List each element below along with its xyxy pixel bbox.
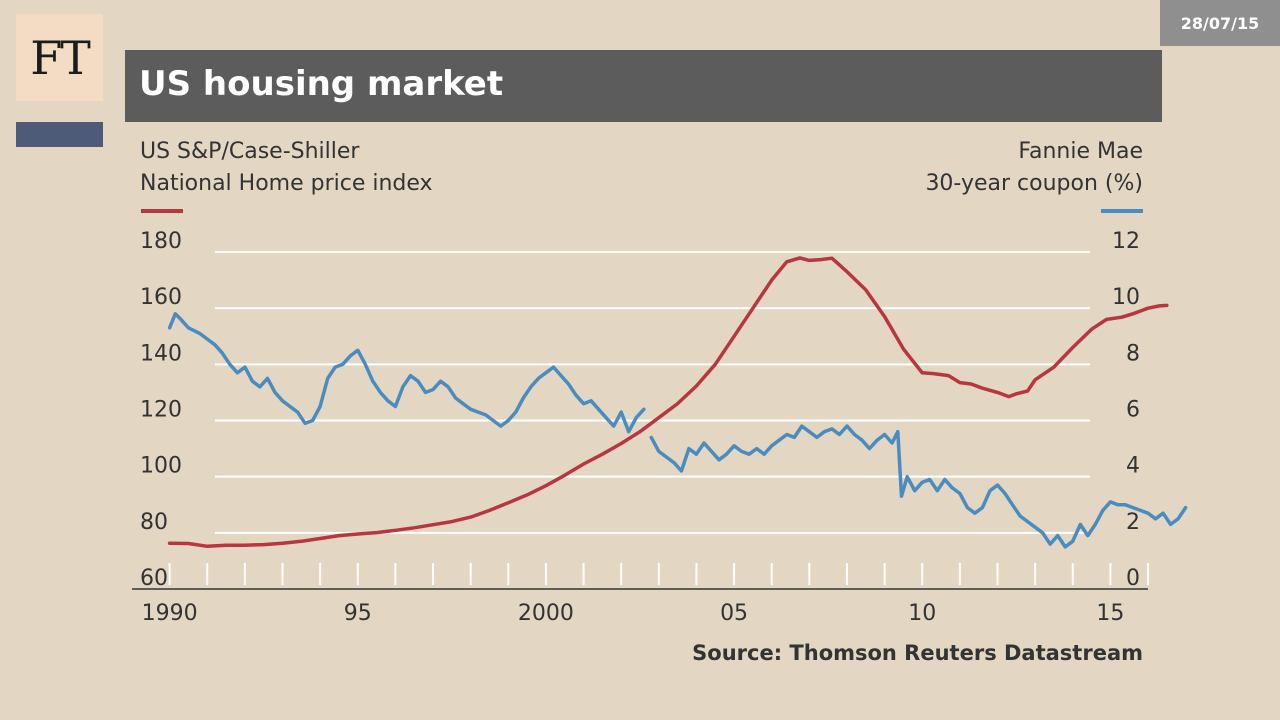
series-line-fannie-mae-coupon [167, 312, 646, 434]
title-bar: US housing market [125, 50, 1162, 122]
x-tick-label: 05 [720, 601, 748, 626]
legend-swatch-coupon [1101, 209, 1143, 213]
right-axis-label-line-2: 30-year coupon (%) [925, 171, 1143, 196]
series-line-home-price-index [167, 256, 1169, 549]
right-tick-label: 6 [1126, 398, 1140, 423]
right-tick-label: 0 [1126, 566, 1140, 591]
ft-logo: FT [16, 14, 103, 101]
left-axis-label: US S&P/Case-Shiller National Home price … [140, 136, 433, 200]
right-tick-label: 4 [1126, 454, 1140, 479]
x-tick-label: 10 [908, 601, 936, 626]
ft-logo-text: FT [30, 30, 91, 85]
left-tick-label: 160 [140, 285, 182, 310]
left-axis-label-line-2: National Home price index [140, 171, 433, 196]
chart-title: US housing market [139, 64, 504, 104]
left-tick-label: 120 [140, 398, 182, 423]
right-tick-label: 10 [1112, 285, 1140, 310]
legend-swatch-home-price [141, 209, 183, 213]
left-tick-label: 180 [140, 229, 182, 254]
date-tag: 28/07/15 [1160, 0, 1280, 46]
left-tick-label: 80 [140, 510, 168, 535]
right-tick-label: 2 [1126, 510, 1140, 535]
x-tick-label: 95 [344, 601, 372, 626]
series-line-fannie-mae-coupon [649, 424, 1188, 549]
right-axis-label-line-1: Fannie Mae [1018, 139, 1143, 164]
left-tick-label: 100 [140, 454, 182, 479]
source-note: Source: Thomson Reuters Datastream [692, 641, 1143, 665]
x-tick-label: 2000 [518, 601, 574, 626]
x-tick-label: 1990 [142, 601, 198, 626]
right-tick-label: 12 [1112, 229, 1140, 254]
right-tick-label: 8 [1126, 341, 1140, 366]
x-tick-label: 15 [1096, 601, 1124, 626]
left-tick-label: 60 [140, 566, 168, 591]
brand-tab [16, 122, 103, 147]
left-tick-label: 140 [140, 341, 182, 366]
right-axis-label: Fannie Mae 30-year coupon (%) [925, 136, 1143, 200]
left-axis-label-line-1: US S&P/Case-Shiller [140, 139, 360, 164]
